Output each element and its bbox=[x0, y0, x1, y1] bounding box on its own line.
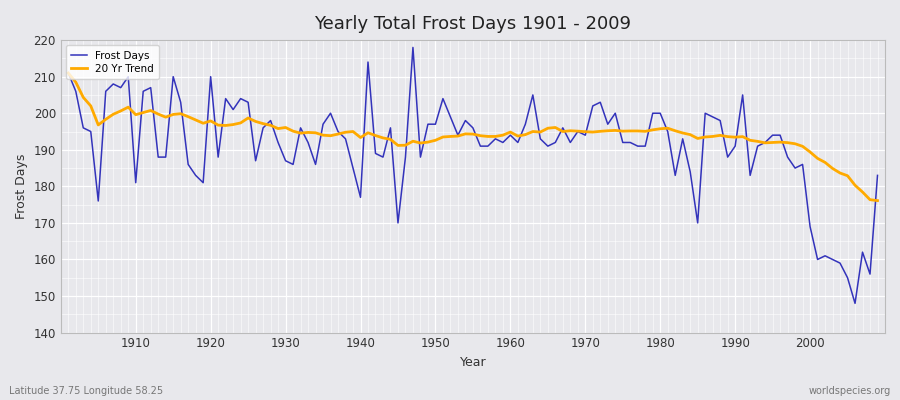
20 Yr Trend bbox=[63, 71, 74, 76]
Frost Days bbox=[850, 301, 860, 306]
Text: Latitude 37.75 Longitude 58.25: Latitude 37.75 Longitude 58.25 bbox=[9, 386, 163, 396]
Frost Days bbox=[122, 74, 133, 79]
Line: Frost Days: Frost Days bbox=[68, 48, 878, 303]
20 Yr Trend bbox=[505, 130, 516, 134]
20 Yr Trend bbox=[595, 129, 606, 134]
Frost Days bbox=[872, 173, 883, 178]
Text: worldspecies.org: worldspecies.org bbox=[809, 386, 891, 396]
20 Yr Trend bbox=[498, 133, 508, 138]
Y-axis label: Frost Days: Frost Days bbox=[15, 154, 28, 219]
Legend: Frost Days, 20 Yr Trend: Frost Days, 20 Yr Trend bbox=[66, 45, 159, 79]
X-axis label: Year: Year bbox=[460, 356, 486, 369]
20 Yr Trend bbox=[122, 105, 133, 110]
Frost Days bbox=[602, 122, 613, 126]
Title: Yearly Total Frost Days 1901 - 2009: Yearly Total Frost Days 1901 - 2009 bbox=[314, 15, 632, 33]
Frost Days bbox=[63, 71, 74, 76]
20 Yr Trend bbox=[288, 129, 299, 134]
Frost Days bbox=[408, 45, 418, 50]
Frost Days bbox=[505, 133, 516, 138]
Frost Days bbox=[512, 140, 523, 145]
Line: 20 Yr Trend: 20 Yr Trend bbox=[68, 73, 878, 201]
Frost Days bbox=[333, 129, 344, 134]
Frost Days bbox=[288, 162, 299, 167]
20 Yr Trend bbox=[333, 132, 344, 136]
20 Yr Trend bbox=[872, 198, 883, 203]
